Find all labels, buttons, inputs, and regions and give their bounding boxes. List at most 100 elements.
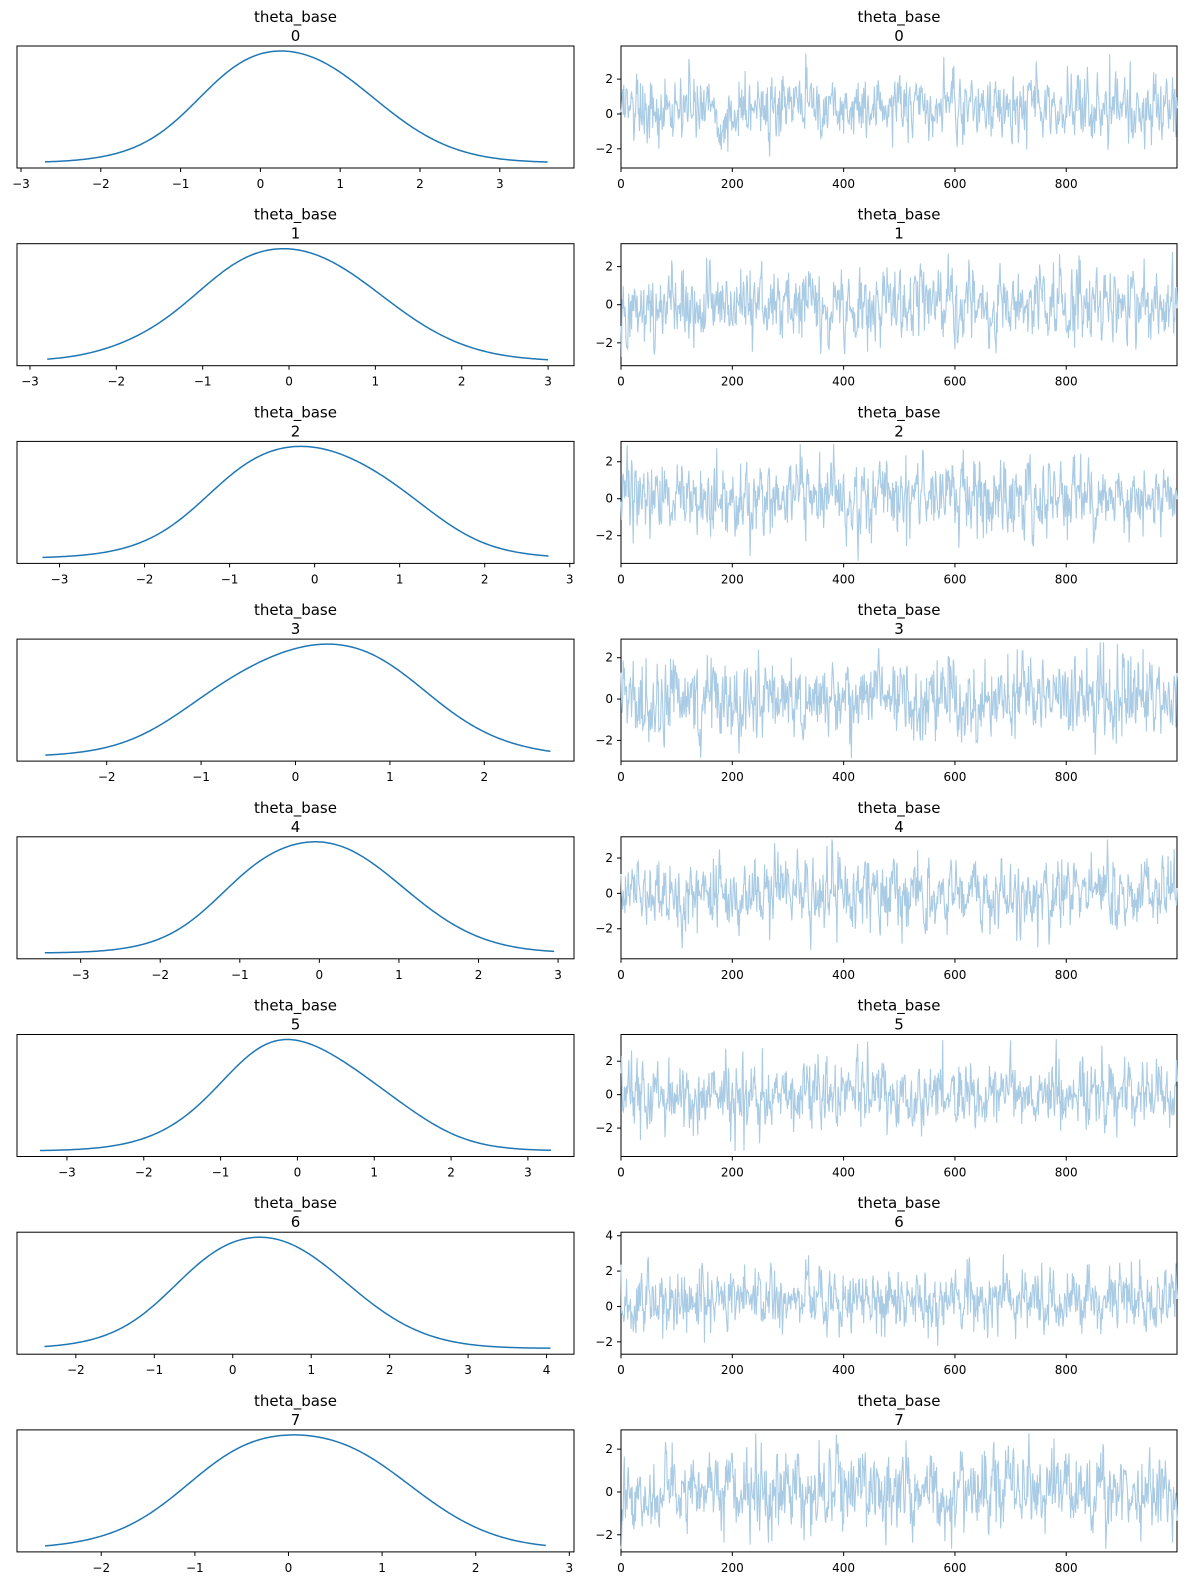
y-tick-label: 0 (605, 886, 613, 900)
kde-density-line (44, 841, 555, 954)
subplot-title: theta_base (254, 206, 337, 225)
axes-frame (16, 1034, 575, 1157)
x-tick-label: 0 (316, 968, 324, 982)
x-tick-label: 200 (721, 968, 744, 982)
x-tick-label: 3 (524, 1166, 532, 1180)
axes-frame (16, 243, 575, 367)
y-tick-label: −2 (595, 733, 613, 747)
x-tick-label: 2 (447, 1166, 455, 1180)
y-tick-label: 2 (605, 1264, 613, 1278)
x-tick-label: 600 (943, 375, 966, 389)
axes-frame (620, 1034, 1178, 1157)
x-tick-label: 600 (943, 177, 966, 191)
mcmc-trace-line (620, 1433, 1178, 1549)
x-tick-label: −2 (135, 1166, 153, 1180)
subplot-index-label: 4 (894, 818, 904, 836)
x-tick-label: 4 (543, 1363, 551, 1377)
x-tick-label: 0 (257, 177, 265, 191)
y-tick-label: −2 (595, 1121, 613, 1135)
x-tick-label: 0 (285, 375, 293, 389)
subplot-title: theta_base (858, 1392, 941, 1411)
subplot-index-label: 6 (894, 1213, 904, 1231)
x-tick-label: −1 (231, 968, 249, 982)
subplot-title: theta_base (254, 8, 337, 27)
subplot-index-label: 0 (291, 27, 301, 45)
mcmc-trace-line (620, 839, 1178, 951)
x-tick-label: −1 (221, 572, 239, 586)
axes-frame (620, 638, 1178, 762)
x-tick-label: 0 (617, 1561, 625, 1575)
x-tick-label: 200 (721, 1363, 744, 1377)
x-tick-label: 2 (472, 1561, 480, 1575)
x-tick-label: −2 (67, 1363, 85, 1377)
x-tick-label: −2 (92, 177, 110, 191)
x-tick-label: 2 (458, 375, 466, 389)
y-tick-label: −2 (595, 529, 613, 543)
y-tick-label: 0 (605, 1299, 613, 1313)
x-tick-label: −3 (72, 968, 90, 982)
subplot-index-label: 5 (291, 1016, 301, 1034)
kde-density-line (40, 1038, 551, 1152)
axes-frame (620, 1429, 1178, 1553)
subplot-index-label: 0 (894, 27, 904, 45)
x-tick-label: 1 (336, 177, 344, 191)
x-tick-label: 800 (1055, 968, 1078, 982)
kde-density-line (45, 643, 551, 756)
subplot-title: theta_base (858, 206, 941, 225)
x-tick-label: −2 (92, 1561, 110, 1575)
y-tick-label: 2 (605, 851, 613, 865)
mcmc-trace-line (620, 1039, 1178, 1152)
y-tick-label: 0 (605, 692, 613, 706)
y-tick-label: −2 (595, 922, 613, 936)
subplot-title: theta_base (254, 1392, 337, 1411)
x-tick-label: 0 (617, 572, 625, 586)
x-tick-label: 800 (1055, 572, 1078, 586)
kde-density-line (42, 445, 549, 559)
x-tick-label: −2 (151, 968, 169, 982)
x-tick-label: 400 (832, 572, 855, 586)
x-tick-label: 600 (943, 968, 966, 982)
axes-frame (16, 836, 575, 960)
subplot-title: theta_base (254, 403, 337, 422)
x-tick-label: 800 (1055, 770, 1078, 784)
x-tick-label: −3 (51, 572, 69, 586)
x-tick-label: 600 (943, 1561, 966, 1575)
x-tick-label: 0 (285, 1561, 293, 1575)
x-tick-label: 2 (480, 770, 488, 784)
subplot-title: theta_base (254, 799, 337, 818)
x-tick-label: 1 (378, 1561, 386, 1575)
y-tick-label: 2 (605, 651, 613, 665)
x-tick-label: 0 (311, 572, 319, 586)
x-tick-label: 400 (832, 375, 855, 389)
subplot-index-label: 7 (291, 1411, 301, 1429)
subplot-index-label: 3 (291, 620, 301, 638)
x-tick-label: −3 (12, 177, 30, 191)
subplot-index-label: 6 (291, 1213, 301, 1231)
x-tick-label: 2 (481, 572, 489, 586)
x-tick-label: 3 (565, 1561, 573, 1575)
x-tick-label: 0 (617, 177, 625, 191)
y-tick-label: −2 (595, 142, 613, 156)
x-tick-label: 1 (370, 1166, 378, 1180)
axes-frame (16, 440, 575, 564)
y-tick-label: 2 (605, 455, 613, 469)
x-tick-label: 200 (721, 375, 744, 389)
x-tick-label: 1 (395, 968, 403, 982)
kde-density-line (44, 1236, 551, 1349)
x-tick-label: 200 (721, 1166, 744, 1180)
mcmc-trace-line (620, 642, 1178, 759)
x-tick-label: −1 (172, 177, 190, 191)
subplot-index-label: 1 (291, 225, 301, 243)
subplot-index-label: 5 (894, 1016, 904, 1034)
y-tick-label: 0 (605, 1088, 613, 1102)
x-tick-label: 1 (372, 375, 380, 389)
x-tick-label: 800 (1055, 1363, 1078, 1377)
subplot-index-label: 7 (894, 1411, 904, 1429)
y-tick-label: 0 (605, 492, 613, 506)
mcmc-trace-line (620, 252, 1178, 358)
